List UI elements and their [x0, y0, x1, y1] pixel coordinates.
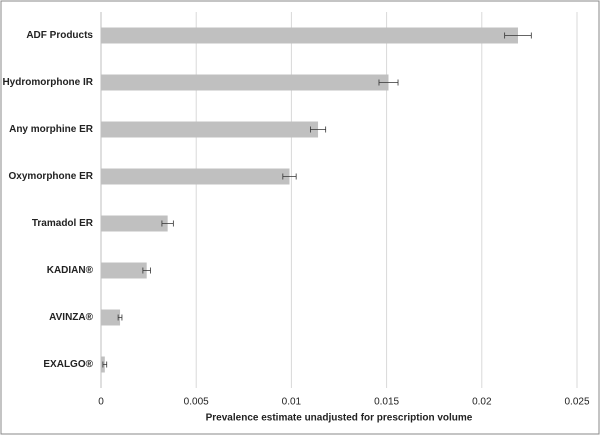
bar: [101, 74, 389, 91]
error-bar: [310, 126, 327, 133]
y-tick-label: KADIAN®: [47, 265, 94, 276]
x-tick-label: 0.01: [282, 397, 302, 408]
error-bar: [142, 267, 151, 274]
x-tick-label: 0: [98, 397, 104, 408]
y-tick-label: Hydromorphone IR: [2, 77, 93, 88]
x-tick-label: 0.005: [184, 397, 209, 408]
y-tick-label: EXALGO®: [43, 359, 93, 370]
bar: [101, 168, 290, 185]
y-tick-label: Oxymorphone ER: [9, 171, 94, 182]
error-bar: [378, 79, 399, 86]
bar: [101, 262, 147, 279]
bar: [101, 215, 168, 232]
y-tick-label: AVINZA®: [49, 312, 93, 323]
error-bar: [282, 173, 297, 180]
bar: [101, 121, 319, 138]
error-bar: [504, 32, 532, 39]
x-tick-label: 0.025: [564, 397, 589, 408]
x-tick-label: 0.015: [374, 397, 399, 408]
x-tick-label: 0.02: [472, 397, 492, 408]
y-tick-label: Any morphine ER: [9, 124, 94, 135]
y-tick-label: Tramadol ER: [32, 218, 94, 229]
bar: [101, 309, 121, 326]
x-axis-title: Prevalence estimate unadjusted for presc…: [206, 413, 473, 424]
error-bar: [102, 361, 108, 368]
bar: [101, 27, 518, 44]
error-bar: [117, 314, 123, 321]
error-bar: [161, 220, 174, 227]
y-tick-label: ADF Products: [26, 30, 93, 41]
